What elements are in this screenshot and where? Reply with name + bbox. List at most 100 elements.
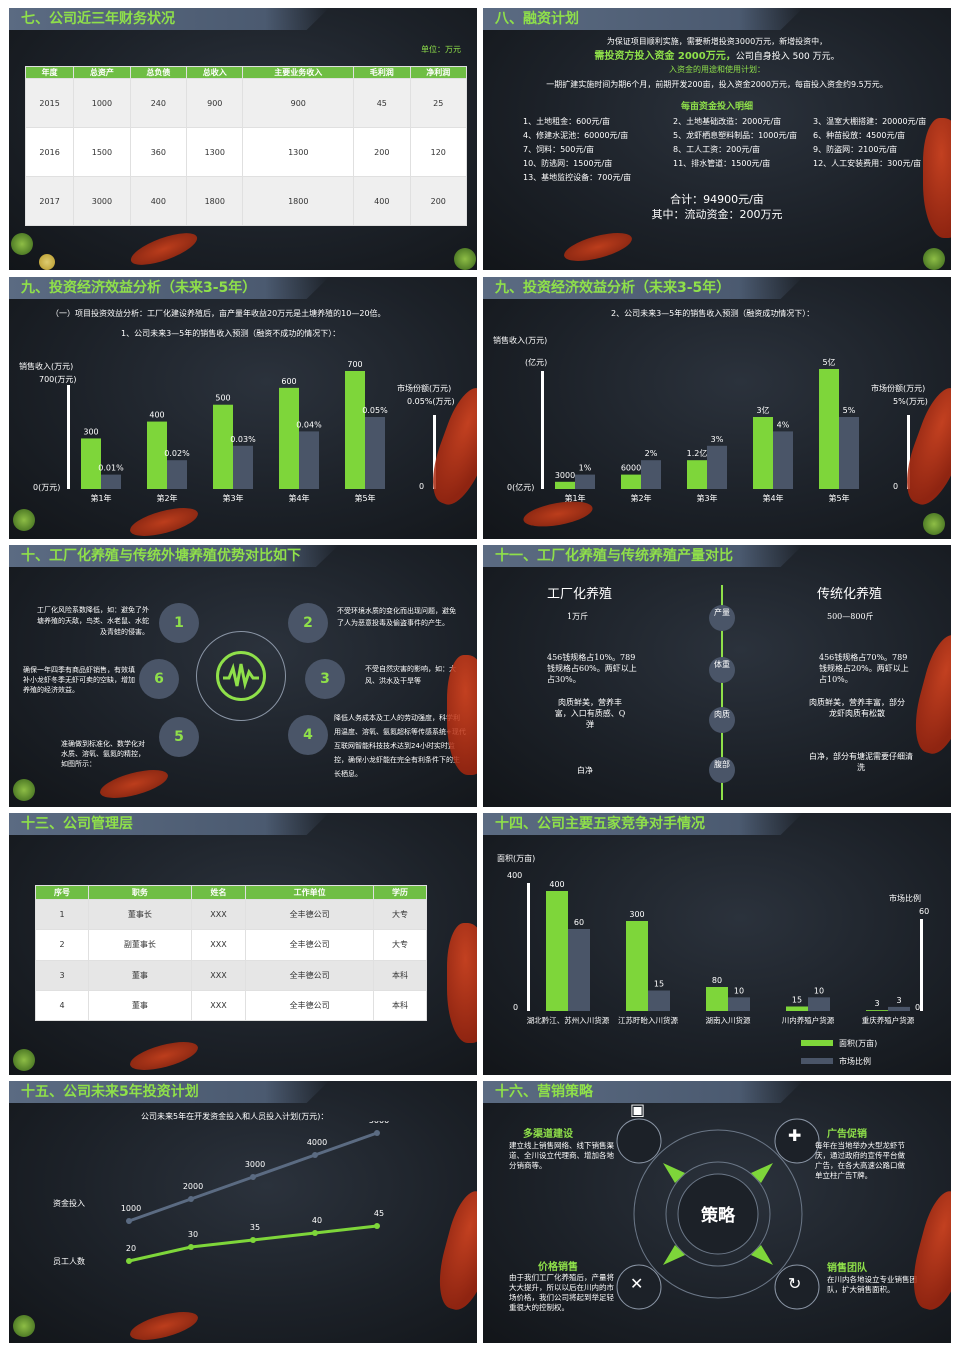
x-tick-label: 第3年 [222,493,243,503]
slide-title: 十一、工厂化养殖与传统养殖产量对比 [483,545,803,567]
point-6: 6 [139,659,179,699]
y-axis-zero: 0(万元) [33,483,61,492]
bar-series-b [839,417,859,489]
td: 1000 [73,78,131,128]
th: 工作单位 [245,885,374,900]
right-heading: 传统化养殖 [817,587,883,602]
y2-axis-line [920,919,923,1011]
herb-decoration [13,779,35,801]
lemon-decoration [39,254,55,270]
table-row: 2016 1500 360 1300 1300 200 120 [24,127,467,177]
bar-label-a: 6000 [621,464,641,473]
td: 2016 [24,127,75,177]
bar-label-b: 0.01% [98,464,124,473]
series-label-funds: 资金投入 [53,1199,85,1208]
bar-label-a: 3000 [555,471,575,480]
x-tick-label: 第2年 [156,493,177,503]
td: 全丰德公司 [245,959,374,991]
y2-axis-top: 5%(万元) [893,397,928,406]
lobster-decoration [127,1306,201,1343]
legend-swatch-share [801,1058,833,1064]
cost-item: 10、防逃网：1500元/亩 [523,159,613,168]
bar-series-a [687,460,707,489]
slide-title: 十六、营销策略 [483,1081,803,1103]
bar-series-b [888,1006,910,1011]
plan-subtitle: 公司未来5年在开发资金投入和人员投入计划(万元)： [141,1112,329,1121]
left-output: 1万斤 [567,612,589,621]
text-channels: 建立线上销售网络、线下销售渠道、全川设立代理商、增加各地分销商等。 [509,1141,614,1170]
td: 1800 [186,176,244,226]
bar-label-a: 3 [874,999,879,1008]
point-label-staff: 45 [374,1209,384,1218]
td: 360 [129,127,188,177]
slide-title: 十四、公司主要五家竞争对手情况 [483,813,803,835]
td: 全丰德公司 [245,898,374,931]
td: 董事长 [87,898,192,931]
bar-series-b [773,431,793,489]
td: XXX [190,959,247,991]
point-staff [374,1223,380,1229]
flow-capital: 其中：流动资金：200万元 [651,208,783,221]
bar-label-b: 60 [574,918,584,927]
table-header-row: 年度 总资产 总负债 总收入 主要业务收入 毛利润 净利润 [24,66,467,79]
th: 总负债 [129,66,188,79]
puzzle-icon: ✚ [788,1126,802,1145]
cost-item: 11、排水管道：1500元/亩 [673,159,771,168]
point-label-staff: 30 [188,1230,198,1239]
y2-axis-title: 市场份额(万元) [397,384,452,393]
center-ring [196,631,286,721]
bar-label-b: 0.05% [362,406,388,415]
slide-title: 七、公司近三年财务状况 [9,8,329,30]
cost-items: 1、土地租金：600元/亩 2、土地基础改造：2000元/亩 3、温室大棚搭建：20… [523,116,943,183]
point-5-text: 准确做到标准化、数学化对水质、溶氧、氨氮的精控，如图所示： [61,740,145,768]
y-axis-title: 销售收入(万元) [493,336,548,345]
y-axis-line [527,883,530,1011]
td: 1 [35,898,89,931]
bar-label-b: 3 [896,996,901,1005]
cost-item: 2、土地基础改造：2000元/亩 [673,117,782,126]
y2-axis-zero: 0 [893,482,899,491]
y-axis-line [67,385,70,489]
td: 400 [353,176,411,226]
phase-text: 一期扩建实施时间为期6个月，前期开发200亩，投入资金2000万元，每亩投入资金… [546,80,888,89]
pill-weight: 体重 [709,657,735,683]
x-tick-label: 湖南入川货源 [706,1015,751,1025]
investor-amount: 需投资方投入资金 2000万元， [594,51,736,62]
y-axis-top: 700(万元) [39,375,77,384]
slide-marketing: 十六、营销策略 ▣ ✚ ✕ ↻ 策略 多渠道建设 建立线上销售网络、线下销售渠道… [483,1081,951,1343]
left-abdomen: 白净 [577,766,593,775]
td: 本科 [372,989,428,1022]
point-staff [188,1244,194,1250]
y-axis-zero: 0 [513,1003,519,1012]
bar-series-a [345,371,365,489]
y2-axis-top: 0.05%(万元) [407,397,455,406]
td: 45 [353,78,411,128]
finance-table: 年度 总资产 总负债 总收入 主要业务收入 毛利润 净利润 2015 1000 240 900 90… [24,66,467,226]
bar-series-a [621,474,641,489]
td: XXX [190,929,247,961]
point-funds [126,1218,132,1224]
point-2-text: 不受环境水质的变化而出现问题，避免了人为恶意投毒及偷盗事件的产生。 [337,607,456,627]
y2-axis-line [907,415,910,489]
bar-label-a: 300 [83,427,98,436]
legend-area: 面积(万亩) [839,1039,878,1048]
bar-series-a [279,387,299,489]
slide-competitors: 十四、公司主要五家竞争对手情况 面积(万亩) 400 0 市场比例 60 0 4… [483,813,951,1075]
herb-decoration [923,513,945,535]
slide-title: 十三、公司管理层 [9,813,329,835]
analysis-line-1: （一）项目投资效益分析：工厂化建设养殖后，亩产量年收益20万元是土塘养殖的10—… [51,309,386,318]
td: 2017 [24,176,75,226]
lobster-decoration [906,631,951,759]
y-axis-title: 销售收入(万元) [19,362,74,371]
intro-text: 为保证项目顺利实施，需要新增投资3000万元，新增投资中， [606,37,828,46]
bar-series-b [568,929,590,1011]
point-funds [312,1152,318,1158]
sales-chart-success: 3000 1% 第1年 6000 2% 第2年 1.2亿3% 第3年 3亿 4% 第4年 5亿 5% 第5… [555,357,859,503]
y2-axis-title: 市场份额(万元) [871,384,926,393]
point-6-text: 确保一年四季有商品虾销售，有效填补小龙虾冬季无虾可卖的空缺，增加养殖的经济效益。 [23,666,135,694]
y2-axis-top: 60 [919,907,930,916]
strategy-diagram [616,1118,820,1310]
point-label-staff: 40 [312,1216,322,1225]
y-axis-zero: 0(亿元) [507,483,535,492]
